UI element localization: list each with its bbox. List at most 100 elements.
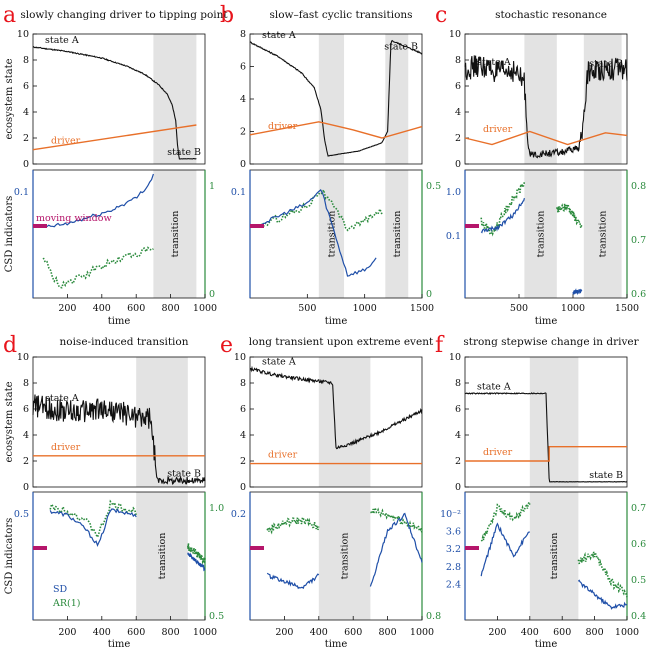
state-line [464,55,628,159]
y-tick-label: 8 [23,55,29,66]
y-tick-label: 2 [240,456,246,467]
legend-ar1: AR(1) [52,598,80,609]
panel-f: f strong stepwise change in driver transit… [435,333,646,648]
y-tick-label: 10 [449,29,461,40]
y-tick-label: 6 [240,404,246,415]
state-line [32,46,197,160]
x-axis-label: time [325,316,348,327]
state-a-label: state A [45,393,79,404]
ar1-tick-label: 0.5 [209,611,224,622]
y-tick-label: 4 [23,430,29,441]
x-axis-label: time [108,316,131,327]
state-b-label: state B [167,469,201,480]
y-tick-label: 0 [240,482,246,493]
x-tick-label: 800 [162,627,180,638]
panel-d: d noise-induced transition transition 0 2 4 6 8… [3,333,224,648]
panel-letter: e [220,333,233,358]
y-tick-label: 6 [240,62,246,73]
transition-label: transition [170,211,181,258]
y-tick-label: 0 [455,482,461,493]
sd-tick-label: 2.8 [446,562,461,573]
sd-tick-label: 0.5 [14,509,29,520]
panel-title: noise-induced transition [59,336,188,348]
x-tick-label: 400 [521,627,539,638]
top-axes [32,356,206,488]
y-axis-label-bottom: CSD indicators [4,196,15,272]
x-axis-label: time [535,639,558,648]
x-tick-label: 1000 [353,303,377,314]
transition-shade-top [153,34,197,164]
x-axis-label: time [325,639,348,648]
driver-line [249,121,423,139]
transition-shade-top [529,357,579,487]
state-line [249,39,423,157]
y-axis-label-bottom: CSD indicators [4,518,15,594]
x-tick-label: 1500 [410,303,434,314]
ar1-tick-label: 0.4 [631,611,646,622]
ar1-tick-label: 0.7 [631,235,646,246]
ar1-series [187,543,206,565]
sd-tick-label: 0.1 [231,187,246,198]
y-tick-label: 10 [449,352,461,363]
y-tick-label: 0 [240,159,246,170]
sd-tick-label: 0.2 [231,509,246,520]
x-tick-label: 200 [58,303,76,314]
y-tick-label: 10 [17,29,29,40]
y-tick-label: 0 [455,159,461,170]
x-tick-label: 400 [93,303,111,314]
ar1-series [42,246,154,289]
transition-label: transition [340,533,351,580]
y-tick-label: 4 [240,430,246,441]
driver-label: driver [268,121,298,132]
state-b-label: state B [589,470,623,481]
sd-tick-label: 2.4 [446,579,461,590]
transition-shade-top [583,34,622,164]
y-tick-label: 0 [23,159,29,170]
ar1-series [370,506,423,534]
ar1-series [266,515,320,535]
state-line [250,365,423,450]
sd-series [480,197,525,234]
transition-label: transition [326,211,337,258]
ar1-series [49,499,137,540]
y-tick-label: 2 [455,133,461,144]
transition-shade-bottom [583,170,622,298]
panel-title: slowly changing driver to tipping point [20,9,228,21]
transition-shade-bottom [529,492,579,620]
transition-label: transition [536,211,547,258]
ar1-tick-label: 0.8 [426,611,441,622]
y-tick-label: 2 [23,133,29,144]
ar1-tick-label: 0 [426,289,432,300]
transition-label: transition [392,211,403,258]
sd-tick-label: 10⁻² [440,509,461,520]
panel-letter: a [3,3,16,28]
sd-tick-label: 3.2 [446,544,461,555]
x-tick-label: 1500 [615,303,639,314]
ar1-series [577,551,628,598]
y-tick-label: 8 [240,29,246,40]
y-tick-label: 6 [455,81,461,92]
sd-series [261,188,377,277]
state-a-label: state A [477,57,511,68]
sd-tick-label: 0.1 [14,187,29,198]
panel-title: long transient upon extreme event [249,336,434,348]
sd-tick-label: 0.1 [446,231,461,242]
y-tick-label: 0 [23,482,29,493]
driver-label: driver [51,442,81,453]
panel-b: b slow–fast cyclic transitions transition t… [220,3,441,327]
sd-series [480,522,530,577]
x-tick-label: 200 [58,627,76,638]
state-a-label: state A [262,30,296,41]
top-axes [464,356,628,488]
y-tick-label: 2 [240,127,246,138]
x-tick-label: 1000 [410,627,434,638]
panel-letter: b [220,3,234,28]
panel-letter: d [3,333,17,358]
y-tick-label: 4 [240,94,246,105]
ar1-tick-label: 0.8 [631,181,646,192]
panel-letter: f [435,333,445,358]
sd-series [266,572,320,590]
driver-label: driver [268,450,298,461]
y-tick-label: 6 [23,81,29,92]
